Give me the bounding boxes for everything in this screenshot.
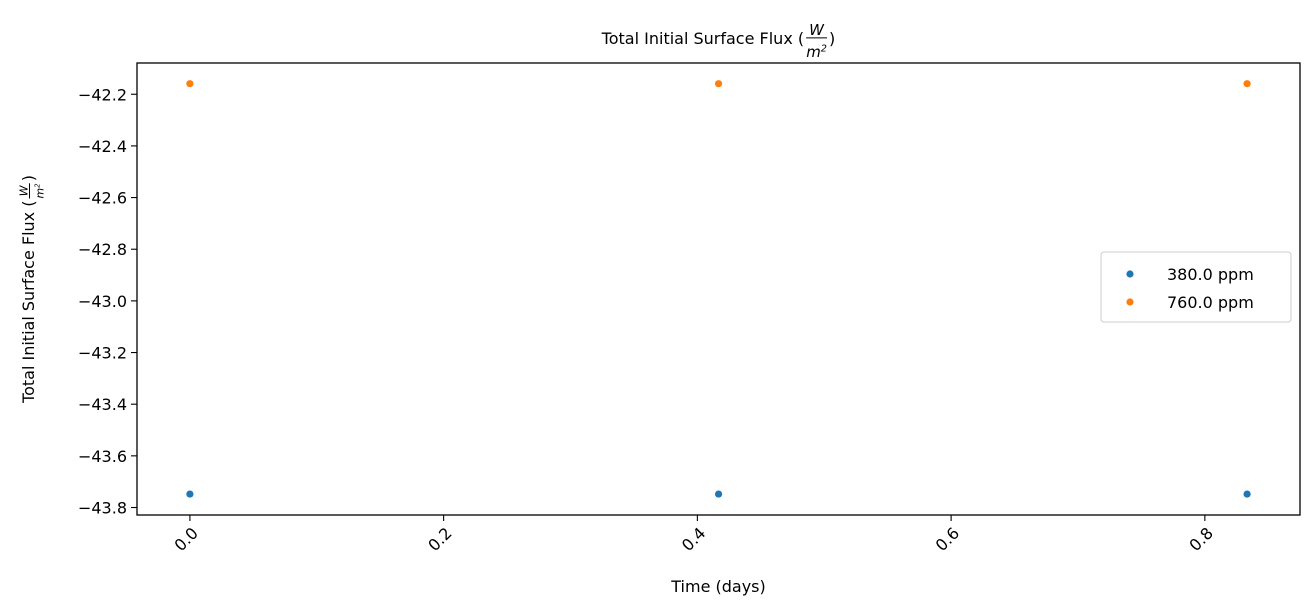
y-tick-label: −42.2 [78, 85, 127, 104]
x-tick-label: 0.6 [932, 524, 963, 555]
label-suffix: ) [19, 175, 38, 181]
label-frac-denominator: m2 [806, 43, 827, 61]
data-point-series-0 [186, 490, 194, 498]
y-tick-label: −42.4 [78, 137, 127, 156]
legend-marker [1126, 270, 1134, 278]
legend-box [1100, 251, 1292, 323]
label-prefix: Total Initial Surface Flux ( [19, 201, 38, 404]
y-axis-ticks: −42.2 −42.4 −42.6 −42.8 −43.0 −43.2 −43.4 −43.6… [78, 85, 137, 518]
x-axis-label: Time (days) [670, 577, 766, 596]
chart-title: Total Initial Surface Flux ( Wm2) [601, 21, 836, 61]
label-suffix: ) [829, 29, 835, 48]
legend-label: 380.0 ppm [1167, 265, 1254, 284]
y-tick-label: −43.4 [78, 395, 127, 414]
y-axis-label: Total Initial Surface Flux ( W m2) [17, 175, 46, 404]
x-tick-label: 0.4 [678, 524, 709, 555]
label-prefix: Total Initial Surface Flux ( [601, 29, 804, 48]
data-point-series-1 [1243, 80, 1251, 88]
y-tick-label: −42.8 [78, 240, 127, 259]
x-axis-ticks: 0.0 0.2 0.4 0.6 0.8 [170, 515, 1217, 555]
label-frac-numerator: W [809, 21, 825, 39]
legend: 380.0 ppm 760.0 ppm [1100, 251, 1292, 323]
y-tick-label: −43.2 [78, 344, 127, 363]
data-point-series-0 [1243, 490, 1251, 498]
data-point-series-1 [186, 80, 194, 88]
label-frac-den-exponent: 2 [821, 44, 827, 55]
y-tick-label: −43.8 [78, 499, 127, 518]
legend-label: 760.0 ppm [1167, 293, 1254, 312]
label-frac-denominator: m2 [32, 183, 46, 199]
svg-text:Total Initial Surface Flux (: Total Initial Surface Flux ( [19, 201, 38, 404]
data-point-series-1 [714, 80, 723, 88]
svg-text:Total Initial Surface Flux (: Total Initial Surface Flux ( [601, 29, 804, 48]
x-tick-label: 0.2 [424, 524, 455, 555]
x-tick-label: 0.0 [170, 524, 201, 555]
y-tick-label: −43.0 [78, 292, 127, 311]
label-frac-den-exponent: 2 [32, 183, 41, 188]
plot-frame [136, 62, 1301, 516]
legend-marker [1126, 298, 1134, 306]
data-point-series-0 [714, 490, 723, 498]
y-tick-label: −43.6 [78, 447, 127, 466]
label-frac-numerator: W [17, 184, 30, 196]
label-frac-den-base: m [33, 188, 46, 199]
y-tick-label: −42.6 [78, 189, 127, 208]
label-frac-den-base: m [806, 43, 821, 61]
data-points [186, 80, 1251, 498]
x-tick-label: 0.8 [1185, 524, 1216, 555]
